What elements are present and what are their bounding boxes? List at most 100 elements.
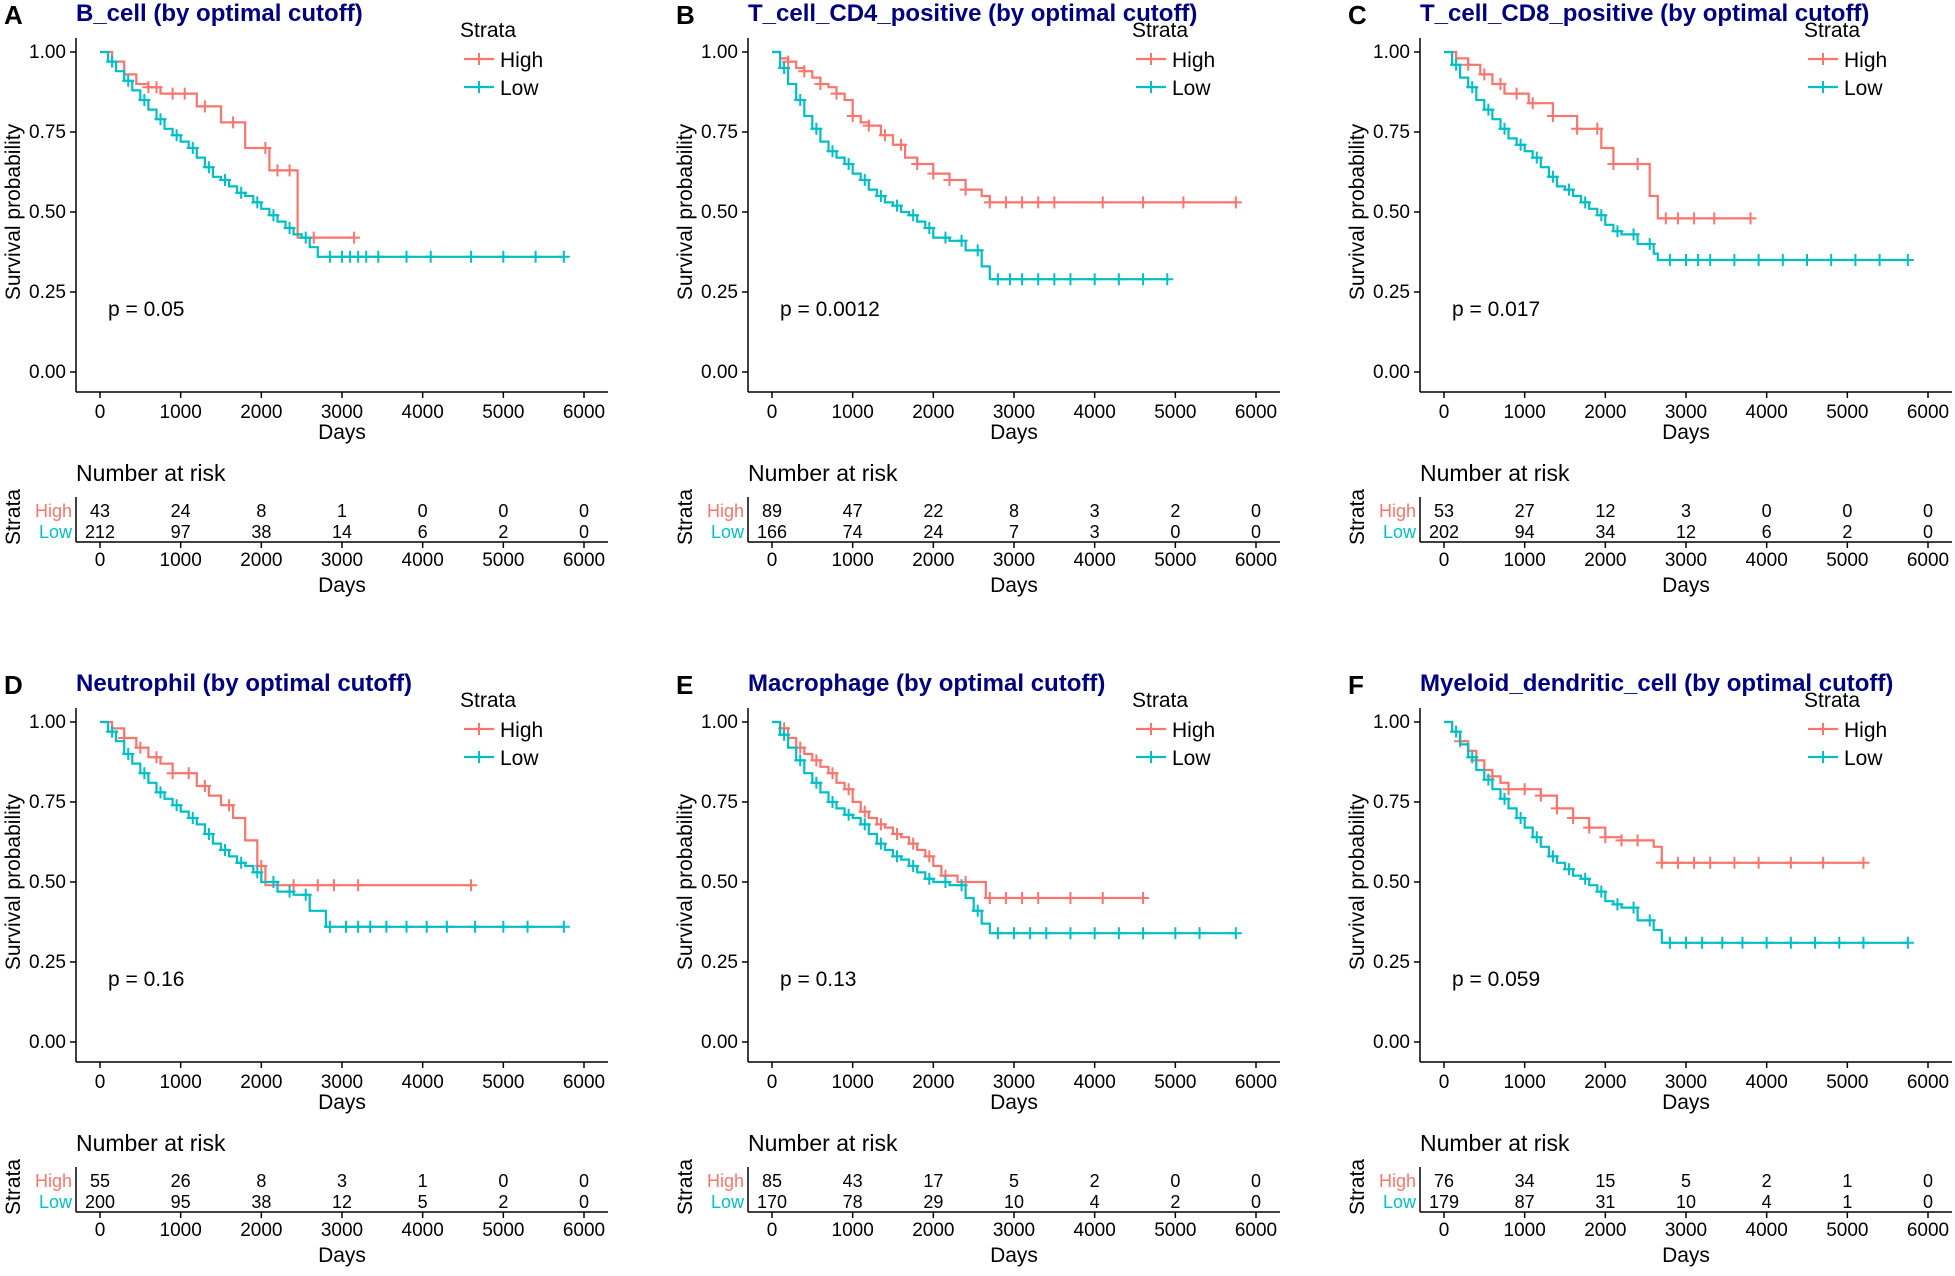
censor-mark-high: [150, 81, 163, 94]
survival-curve-low: [772, 720, 1236, 935]
censor-mark-low: [106, 55, 119, 68]
legend-title: Strata: [1804, 19, 1860, 42]
risk-x-tick-label: 0: [767, 1220, 778, 1241]
censor-mark-high: [874, 818, 887, 831]
censor-mark-low: [372, 250, 385, 263]
censor-mark-low: [380, 920, 393, 933]
risk-count-high: 26: [171, 1171, 191, 1191]
risk-count-low: 0: [1170, 522, 1180, 542]
risk-table-ylabel: Strata: [674, 489, 697, 545]
risk-count-high: 0: [1762, 501, 1772, 521]
censor-mark-low: [1563, 183, 1576, 196]
censor-mark-low: [842, 158, 855, 170]
risk-count-high: 0: [1251, 1171, 1261, 1191]
legend-marker-low: [1145, 751, 1157, 763]
legend-label-high: High: [1172, 719, 1215, 742]
risk-x-tick-label: 4000: [1074, 550, 1116, 571]
risk-table-title: Number at risk: [748, 1130, 898, 1156]
panel-e: E Macrophage (by optimal cutoff) 0.00 0.25 0…: [674, 670, 1280, 1267]
y-tick-label: 0.00: [701, 362, 738, 383]
censor-mark-high: [150, 751, 163, 764]
censor-mark-low: [1611, 225, 1624, 238]
censor-mark-high: [1096, 196, 1109, 209]
censor-mark-high: [1704, 856, 1717, 869]
censor-mark-low: [154, 786, 167, 799]
censor-mark-high: [943, 174, 956, 186]
risk-x-tick-label: 1000: [160, 1220, 202, 1241]
legend-marker-low: [473, 81, 485, 93]
risk-x-tick-label: 6000: [1907, 550, 1949, 571]
censor-mark-low: [1546, 850, 1559, 863]
censor-mark-high: [1032, 196, 1045, 209]
legend-label-high: High: [1844, 49, 1887, 72]
risk-count-high: 0: [1923, 501, 1933, 521]
censor-mark-low: [1663, 936, 1676, 949]
censor-mark-low: [352, 920, 365, 933]
risk-x-tick-label: 3000: [321, 1220, 363, 1241]
censor-mark-high: [911, 158, 924, 170]
x-tick-label: 2000: [1584, 402, 1626, 423]
risk-count-high: 5: [1009, 1171, 1019, 1191]
censor-mark-high: [1032, 892, 1045, 904]
censor-mark-low: [1809, 936, 1822, 949]
censor-mark-low: [1833, 936, 1846, 949]
censor-mark-low: [557, 920, 570, 933]
censor-mark-low: [1498, 792, 1511, 805]
legend-marker-low: [473, 751, 485, 763]
survival-curve-high: [1444, 720, 1864, 864]
censor-mark-low: [400, 920, 413, 933]
x-tick-label: 5000: [1154, 1072, 1196, 1093]
y-tick-label: 1.00: [29, 712, 66, 733]
panel-title: T_cell_CD8_positive (by optimal cutoff): [1420, 0, 1869, 27]
censor-mark-low: [283, 885, 296, 898]
risk-row-label-high: High: [1379, 501, 1416, 521]
risk-count-high: 53: [1434, 501, 1454, 521]
risk-row-label-high: High: [707, 1171, 744, 1191]
x-tick-label: 4000: [402, 1072, 444, 1093]
censor-mark-low: [1498, 122, 1511, 135]
risk-x-tick-label: 6000: [563, 550, 605, 571]
risk-count-high: 2: [1762, 1171, 1772, 1191]
risk-count-low: 29: [923, 1192, 943, 1212]
legend-label-low: Low: [1844, 747, 1883, 770]
x-tick-label: 2000: [240, 1072, 282, 1093]
risk-x-tick-label: 5000: [482, 550, 524, 571]
censor-mark-high: [1591, 122, 1604, 135]
y-axis-title: Survival probability: [2, 793, 25, 970]
risk-count-high: 0: [498, 501, 508, 521]
survival-curve-high: [772, 720, 1144, 900]
censor-mark-high: [814, 78, 827, 90]
risk-count-low: 0: [1251, 522, 1261, 542]
legend-marker-high: [1817, 723, 1829, 735]
p-value: p = 0.13: [780, 968, 856, 991]
x-tick-label: 3000: [321, 1072, 363, 1093]
censor-mark-low: [1692, 254, 1705, 266]
risk-count-high: 24: [171, 501, 191, 521]
censor-mark-low: [1169, 927, 1182, 940]
censor-mark-low: [923, 872, 936, 885]
x-tick-label: 2000: [240, 402, 282, 423]
censor-mark-low: [842, 808, 855, 821]
risk-table-ylabel: Strata: [1346, 1159, 1369, 1215]
legend-label-low: Low: [1844, 77, 1883, 100]
x-tick-label: 5000: [1154, 402, 1196, 423]
censor-mark-high: [782, 55, 795, 68]
x-tick-label: 2000: [912, 1072, 954, 1093]
risk-count-high: 0: [418, 501, 428, 521]
risk-table-title: Number at risk: [76, 460, 226, 486]
y-tick-label: 0.25: [29, 952, 66, 973]
legend-label-high: High: [500, 49, 543, 72]
y-tick-label: 0.75: [1373, 792, 1410, 813]
risk-count-low: 166: [757, 522, 787, 542]
risk-count-high: 34: [1515, 1171, 1535, 1191]
censor-mark-high: [1137, 892, 1150, 904]
risk-table-title: Number at risk: [76, 1130, 226, 1156]
risk-x-tick-label: 2000: [912, 550, 954, 571]
p-value: p = 0.05: [108, 298, 184, 321]
risk-count-low: 2: [1842, 522, 1852, 542]
censor-mark-high: [1688, 856, 1701, 869]
censor-mark-low: [340, 920, 353, 933]
censor-mark-low: [170, 799, 183, 812]
risk-count-low: 0: [1923, 1192, 1933, 1212]
